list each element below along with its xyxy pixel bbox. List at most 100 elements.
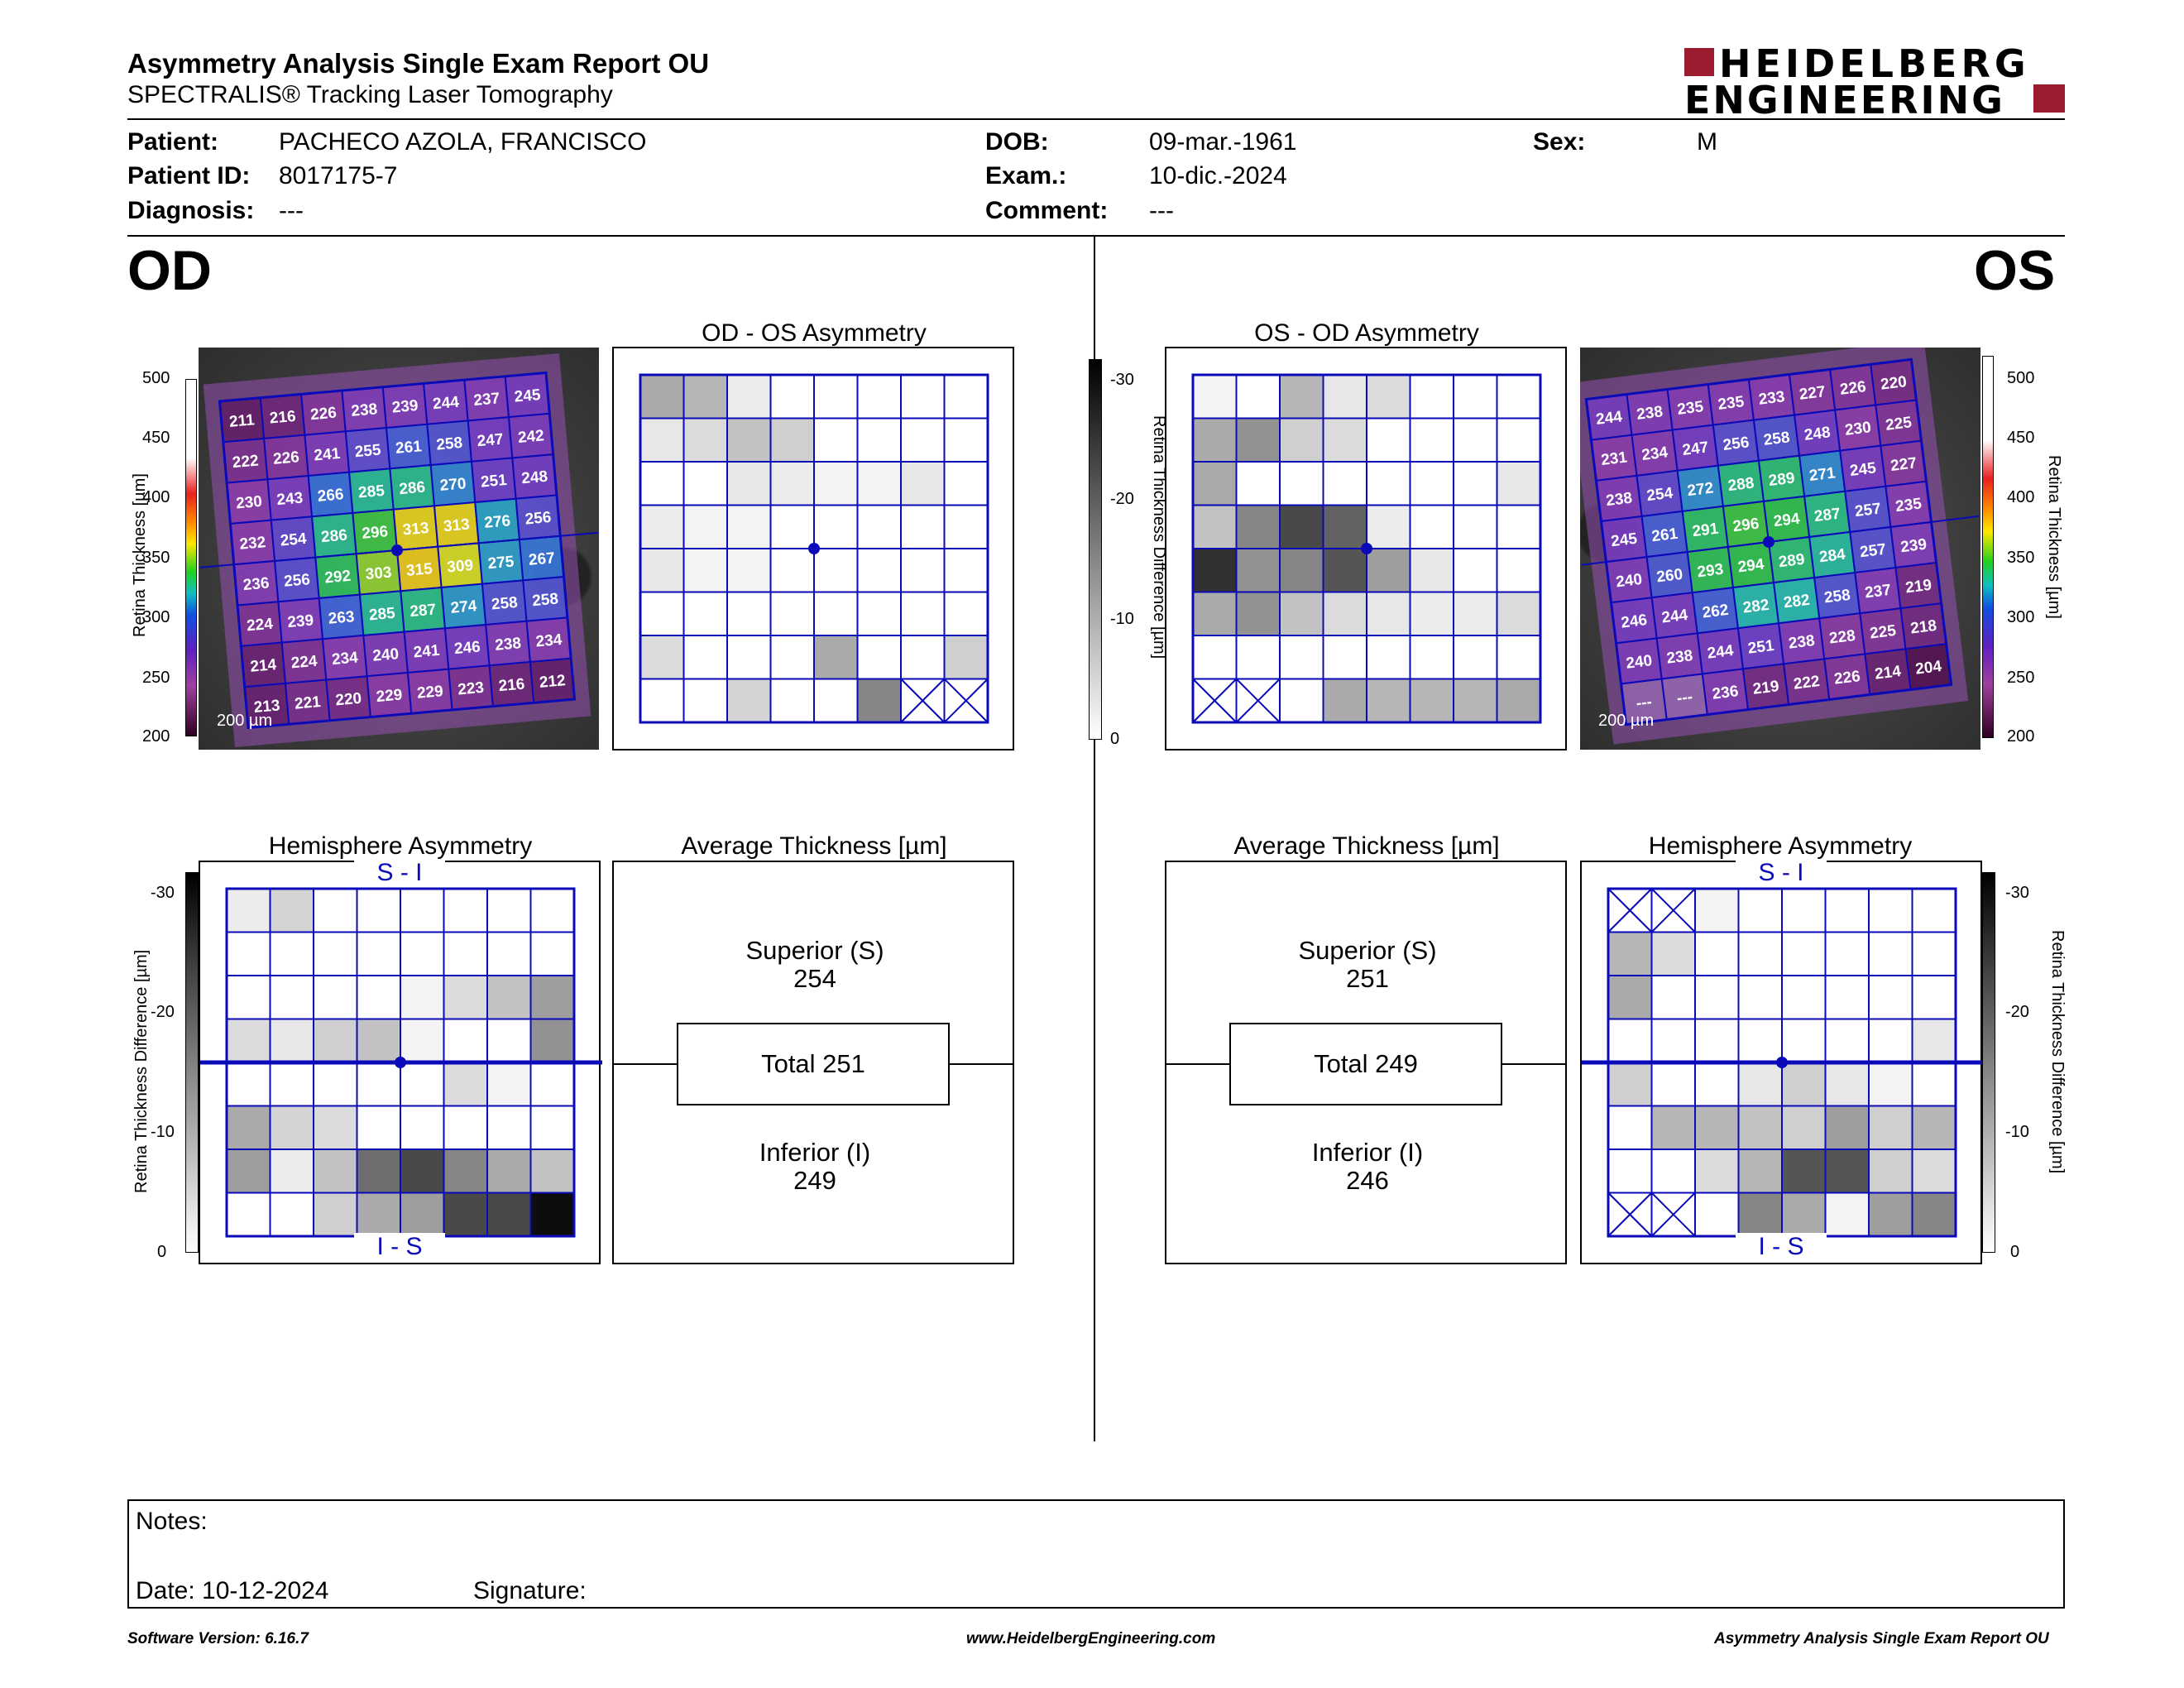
grid-cell (313, 1062, 358, 1107)
thickness-value: 225 (1869, 622, 1897, 643)
grid-cell (486, 1105, 532, 1150)
grid-cell (1911, 1105, 1956, 1150)
grid-cell (1496, 591, 1541, 636)
thickness-value: 239 (1899, 536, 1928, 557)
thickness-value: 262 (1702, 602, 1730, 622)
grid-cell (269, 931, 314, 976)
grid-cell (269, 1062, 314, 1107)
thickness-value: 282 (1783, 592, 1811, 612)
grid-cell (1824, 1105, 1870, 1150)
grid-cell (726, 635, 772, 680)
grid-cell (639, 678, 685, 723)
thickness-value: 214 (250, 656, 278, 676)
grid-cell (813, 417, 859, 463)
grid-cell (1366, 417, 1411, 463)
grid-cell (856, 461, 902, 506)
grid-cell (1496, 504, 1541, 549)
os-label: OS (1974, 239, 2056, 302)
grid-cell (1781, 1149, 1827, 1194)
grid-cell (943, 635, 989, 680)
grid-cell (226, 975, 271, 1020)
grid-cell (1322, 504, 1367, 549)
grid-cell (1192, 461, 1238, 506)
grid-cell (1911, 1018, 1956, 1063)
grid-cell (1192, 548, 1238, 593)
grid-cell (1453, 417, 1498, 463)
grid-cell (1607, 1105, 1653, 1150)
od-superior-value: 254 (793, 964, 836, 993)
thickness-value: 251 (480, 472, 508, 492)
thickness-value: 275 (487, 553, 515, 573)
grid-cell (400, 931, 445, 976)
grid-cell (769, 678, 815, 723)
thickness-value: 266 (317, 486, 344, 506)
os-hemi-top-label: S - I (1736, 859, 1827, 887)
grid-cell (269, 975, 314, 1020)
thickness-value: 238 (1665, 647, 1693, 668)
grid-cell (226, 1105, 271, 1150)
grid-cell (486, 1192, 532, 1237)
os-hemi-title: Hemisphere Asymmetry (1532, 832, 2028, 861)
thickness-value: 216 (269, 408, 296, 428)
thickness-value: 294 (1737, 556, 1765, 577)
grid-cell (1781, 975, 1827, 1020)
thickness-value: 246 (453, 638, 481, 658)
os-asym-panel (1165, 347, 1567, 750)
grid-cell (1824, 1018, 1870, 1063)
website-link[interactable]: www.HeidelbergEngineering.com (966, 1630, 1216, 1647)
grid-cell (726, 461, 772, 506)
grid-cell (1824, 1149, 1870, 1194)
notes-box: Notes: Date: 10-12-2024 Signature: (127, 1499, 2065, 1609)
thickness-value: 211 (228, 411, 256, 431)
grid-cell (1192, 374, 1238, 420)
thickness-value: 234 (1640, 444, 1669, 464)
grid-cell (313, 975, 358, 1020)
grid-cell (443, 1062, 488, 1107)
grid-cell (900, 461, 946, 506)
thickness-value: 238 (1788, 632, 1816, 653)
grid-cell (1409, 678, 1454, 723)
grid-cell (1781, 1062, 1827, 1107)
grid-cell (1409, 635, 1454, 680)
grid-cell (1409, 461, 1454, 506)
thickness-value: 244 (1660, 607, 1688, 627)
grid-cell (813, 635, 859, 680)
thickness-value: 248 (1803, 424, 1832, 444)
grid-cell (1824, 1192, 1870, 1237)
thickness-value: 285 (357, 482, 386, 502)
grid-cell (1496, 417, 1541, 463)
od-inferior-label: Inferior (I) (759, 1138, 871, 1167)
thickness-value: 230 (235, 493, 262, 513)
grid-cell (769, 591, 815, 636)
thickness-value: 228 (1828, 627, 1856, 648)
thickness-value: 245 (1610, 530, 1638, 551)
grid-cell (1737, 1062, 1783, 1107)
grid-cell (1322, 678, 1367, 723)
od-avg-panel: Superior (S) 254 Total 251 Inferior (I) … (612, 861, 1014, 1264)
os-asym-grid (1191, 373, 1542, 724)
thickness-value: 272 (1686, 479, 1714, 500)
od-asym-panel (612, 347, 1014, 750)
grid-cell (1279, 548, 1324, 593)
fovea-center-dot (808, 543, 820, 554)
grid-cell (726, 504, 772, 549)
thickness-value: 243 (276, 489, 304, 509)
grid-cell (1650, 1062, 1696, 1107)
grid-cell (269, 1192, 314, 1237)
grid-cell (1235, 548, 1281, 593)
os-inferior-value: 246 (1346, 1166, 1389, 1195)
thickness-value: 227 (1798, 383, 1827, 404)
thickness-value: 294 (1773, 511, 1801, 531)
grid-cell (443, 1018, 488, 1063)
os-avg-panel: Superior (S) 251 Total 249 Inferior (I) … (1165, 861, 1567, 1264)
thickness-value: 255 (354, 441, 382, 461)
grid-cell (682, 678, 728, 723)
thickness-value: 284 (1818, 546, 1846, 567)
sex-value: M (1697, 128, 1717, 156)
thickness-value: 226 (1839, 378, 1867, 399)
grid-cell (1911, 1192, 1956, 1237)
grid-cell (529, 931, 575, 976)
thickness-value: 227 (1889, 454, 1918, 475)
grid-cell (486, 1149, 532, 1194)
grid-cell (639, 591, 685, 636)
